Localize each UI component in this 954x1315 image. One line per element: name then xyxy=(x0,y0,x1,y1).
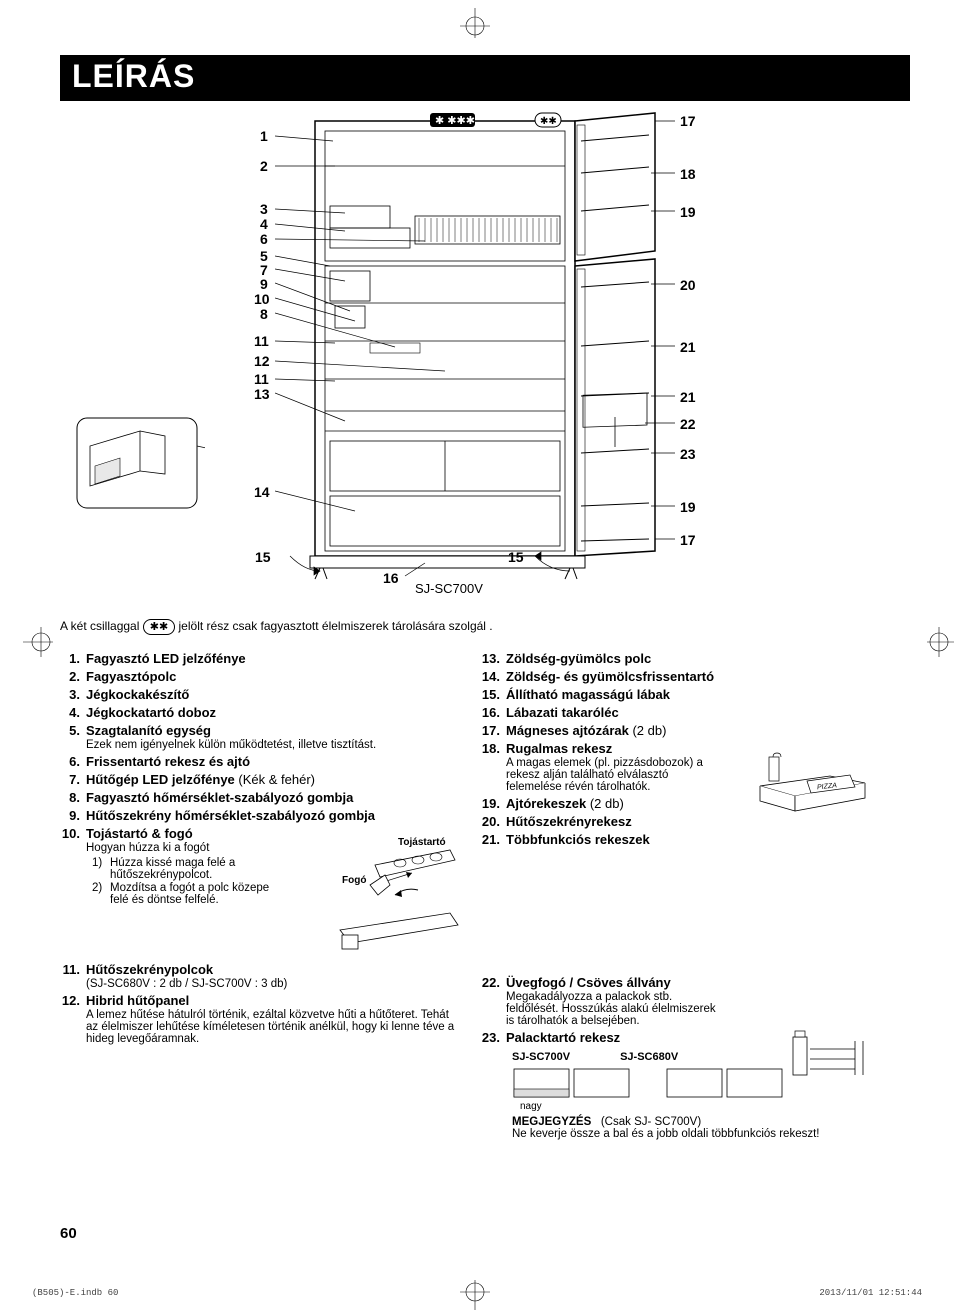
crop-mark-left xyxy=(23,612,53,672)
egg-holder-illustration: Tojástartó Fogó xyxy=(330,835,460,955)
egg-mid-label: Fogó xyxy=(342,875,366,886)
pizza-box-illustration: PIZZA xyxy=(755,751,870,821)
diagram-label: 11 xyxy=(254,371,269,387)
footer-file-info: (B505)-E.indb 60 xyxy=(32,1288,118,1298)
diagram-label: 22 xyxy=(680,416,696,432)
diagram-label: 12 xyxy=(254,353,270,369)
list-item: 17.Mágneses ajtózárak (2 db) xyxy=(480,723,880,738)
list-item: 4.Jégkockatartó doboz xyxy=(60,705,460,720)
footer-timestamp: 2013/11/01 12:51:44 xyxy=(819,1288,922,1298)
list-item: 21.Többfunkciós rekeszek xyxy=(480,832,880,847)
diagram-label: 8 xyxy=(260,306,268,322)
list-item: 8.Fagyasztó hőmérséklet-szabályozó gombj… xyxy=(60,790,460,805)
diagram-label: 19 xyxy=(680,499,696,515)
diagram-label: 15 xyxy=(508,549,524,565)
fridge-diagram: ✱ ✱✱✱ ✱✱ xyxy=(60,111,910,601)
bottle-holder-illustration xyxy=(785,1029,870,1084)
diagram-label: 17 xyxy=(680,113,696,129)
list-item: 6.Frissentartó rekesz és ajtó xyxy=(60,754,460,769)
list-item: 9.Hűtőszekrény hőmérséklet-szabályozó go… xyxy=(60,808,460,823)
diagram-label: 17 xyxy=(680,532,696,548)
list-item: 1.Fagyasztó LED jelzőfénye xyxy=(60,651,460,666)
diagram-label: 11 xyxy=(254,333,269,349)
diagram-label: 3 xyxy=(260,201,268,217)
svg-text:✱ ✱✱✱: ✱ ✱✱✱ xyxy=(435,115,475,127)
detail-inset-illustration xyxy=(75,416,205,516)
svg-text:✱✱: ✱✱ xyxy=(540,116,557,127)
diagram-label: 18 xyxy=(680,166,696,182)
list-item: 14.Zöldség- és gyümölcsfrissentartó xyxy=(480,669,880,684)
egg-top-label: Tojástartó xyxy=(398,837,446,848)
list-item: 12.Hibrid hűtőpanelA lemez hűtése hátulr… xyxy=(60,993,460,1045)
diagram-label: 14 xyxy=(254,484,270,500)
diagram-label: 2 xyxy=(260,158,268,174)
list-item: 15.Állítható magasságú lábak xyxy=(480,687,880,702)
star-badge-icon: ✱✱ xyxy=(143,619,175,635)
diagram-label: 10 xyxy=(254,291,270,307)
list-item: 11.Hűtőszekrénypolcok(SJ-SC680V : 2 db /… xyxy=(60,962,460,990)
list-item: 3.Jégkockakészítő xyxy=(60,687,460,702)
list-item: 7.Hűtőgép LED jelzőfénye (Kék & fehér) xyxy=(60,772,460,787)
diagram-label: 21 xyxy=(680,339,696,355)
list-item: 22.Üvegfogó / Csöves állványMegakadályoz… xyxy=(480,975,880,1027)
list-item: 5.Szagtalanító egységEzek nem igényelnek… xyxy=(60,723,460,751)
diagram-label: 4 xyxy=(260,216,268,232)
diagram-label: 13 xyxy=(254,386,270,402)
page-content: LEÍRÁS xyxy=(60,55,910,1140)
multifunction-illustration: nagy xyxy=(512,1063,792,1113)
svg-text:nagy: nagy xyxy=(520,1101,542,1112)
diagram-label: 6 xyxy=(260,231,268,247)
left-column: 1.Fagyasztó LED jelzőfénye 2.Fagyasztópol… xyxy=(60,651,460,1140)
diagram-label: 20 xyxy=(680,277,696,293)
diagram-label: 21 xyxy=(680,389,696,405)
right-column: 13.Zöldség-gyümölcs polc 14.Zöldség- és g… xyxy=(480,651,880,1140)
crop-mark-right xyxy=(927,612,954,672)
page-title: LEÍRÁS xyxy=(60,55,910,101)
list-item: 16.Lábazati takaróléc xyxy=(480,705,880,720)
list-item: 2.Fagyasztópolc xyxy=(60,669,460,684)
page-number: 60 xyxy=(60,1225,77,1242)
list-item: 13.Zöldség-gyümölcs polc xyxy=(480,651,880,666)
diagram-label: 23 xyxy=(680,446,696,462)
diagram-label: 19 xyxy=(680,204,696,220)
diagram-label: 15 xyxy=(255,549,271,565)
star-note: A két csillaggal ✱✱ jelölt rész csak fag… xyxy=(60,619,910,635)
model-label: SJ-SC700V xyxy=(415,581,483,596)
crop-mark-top xyxy=(445,8,505,38)
description-columns: 1.Fagyasztó LED jelzőfénye 2.Fagyasztópol… xyxy=(60,651,910,1140)
diagram-label: 1 xyxy=(260,128,268,144)
diagram-label: 9 xyxy=(260,276,268,292)
fridge-illustration: ✱ ✱✱✱ ✱✱ xyxy=(275,111,675,581)
crop-mark-bottom xyxy=(445,1280,505,1310)
diagram-label: 16 xyxy=(383,570,399,586)
